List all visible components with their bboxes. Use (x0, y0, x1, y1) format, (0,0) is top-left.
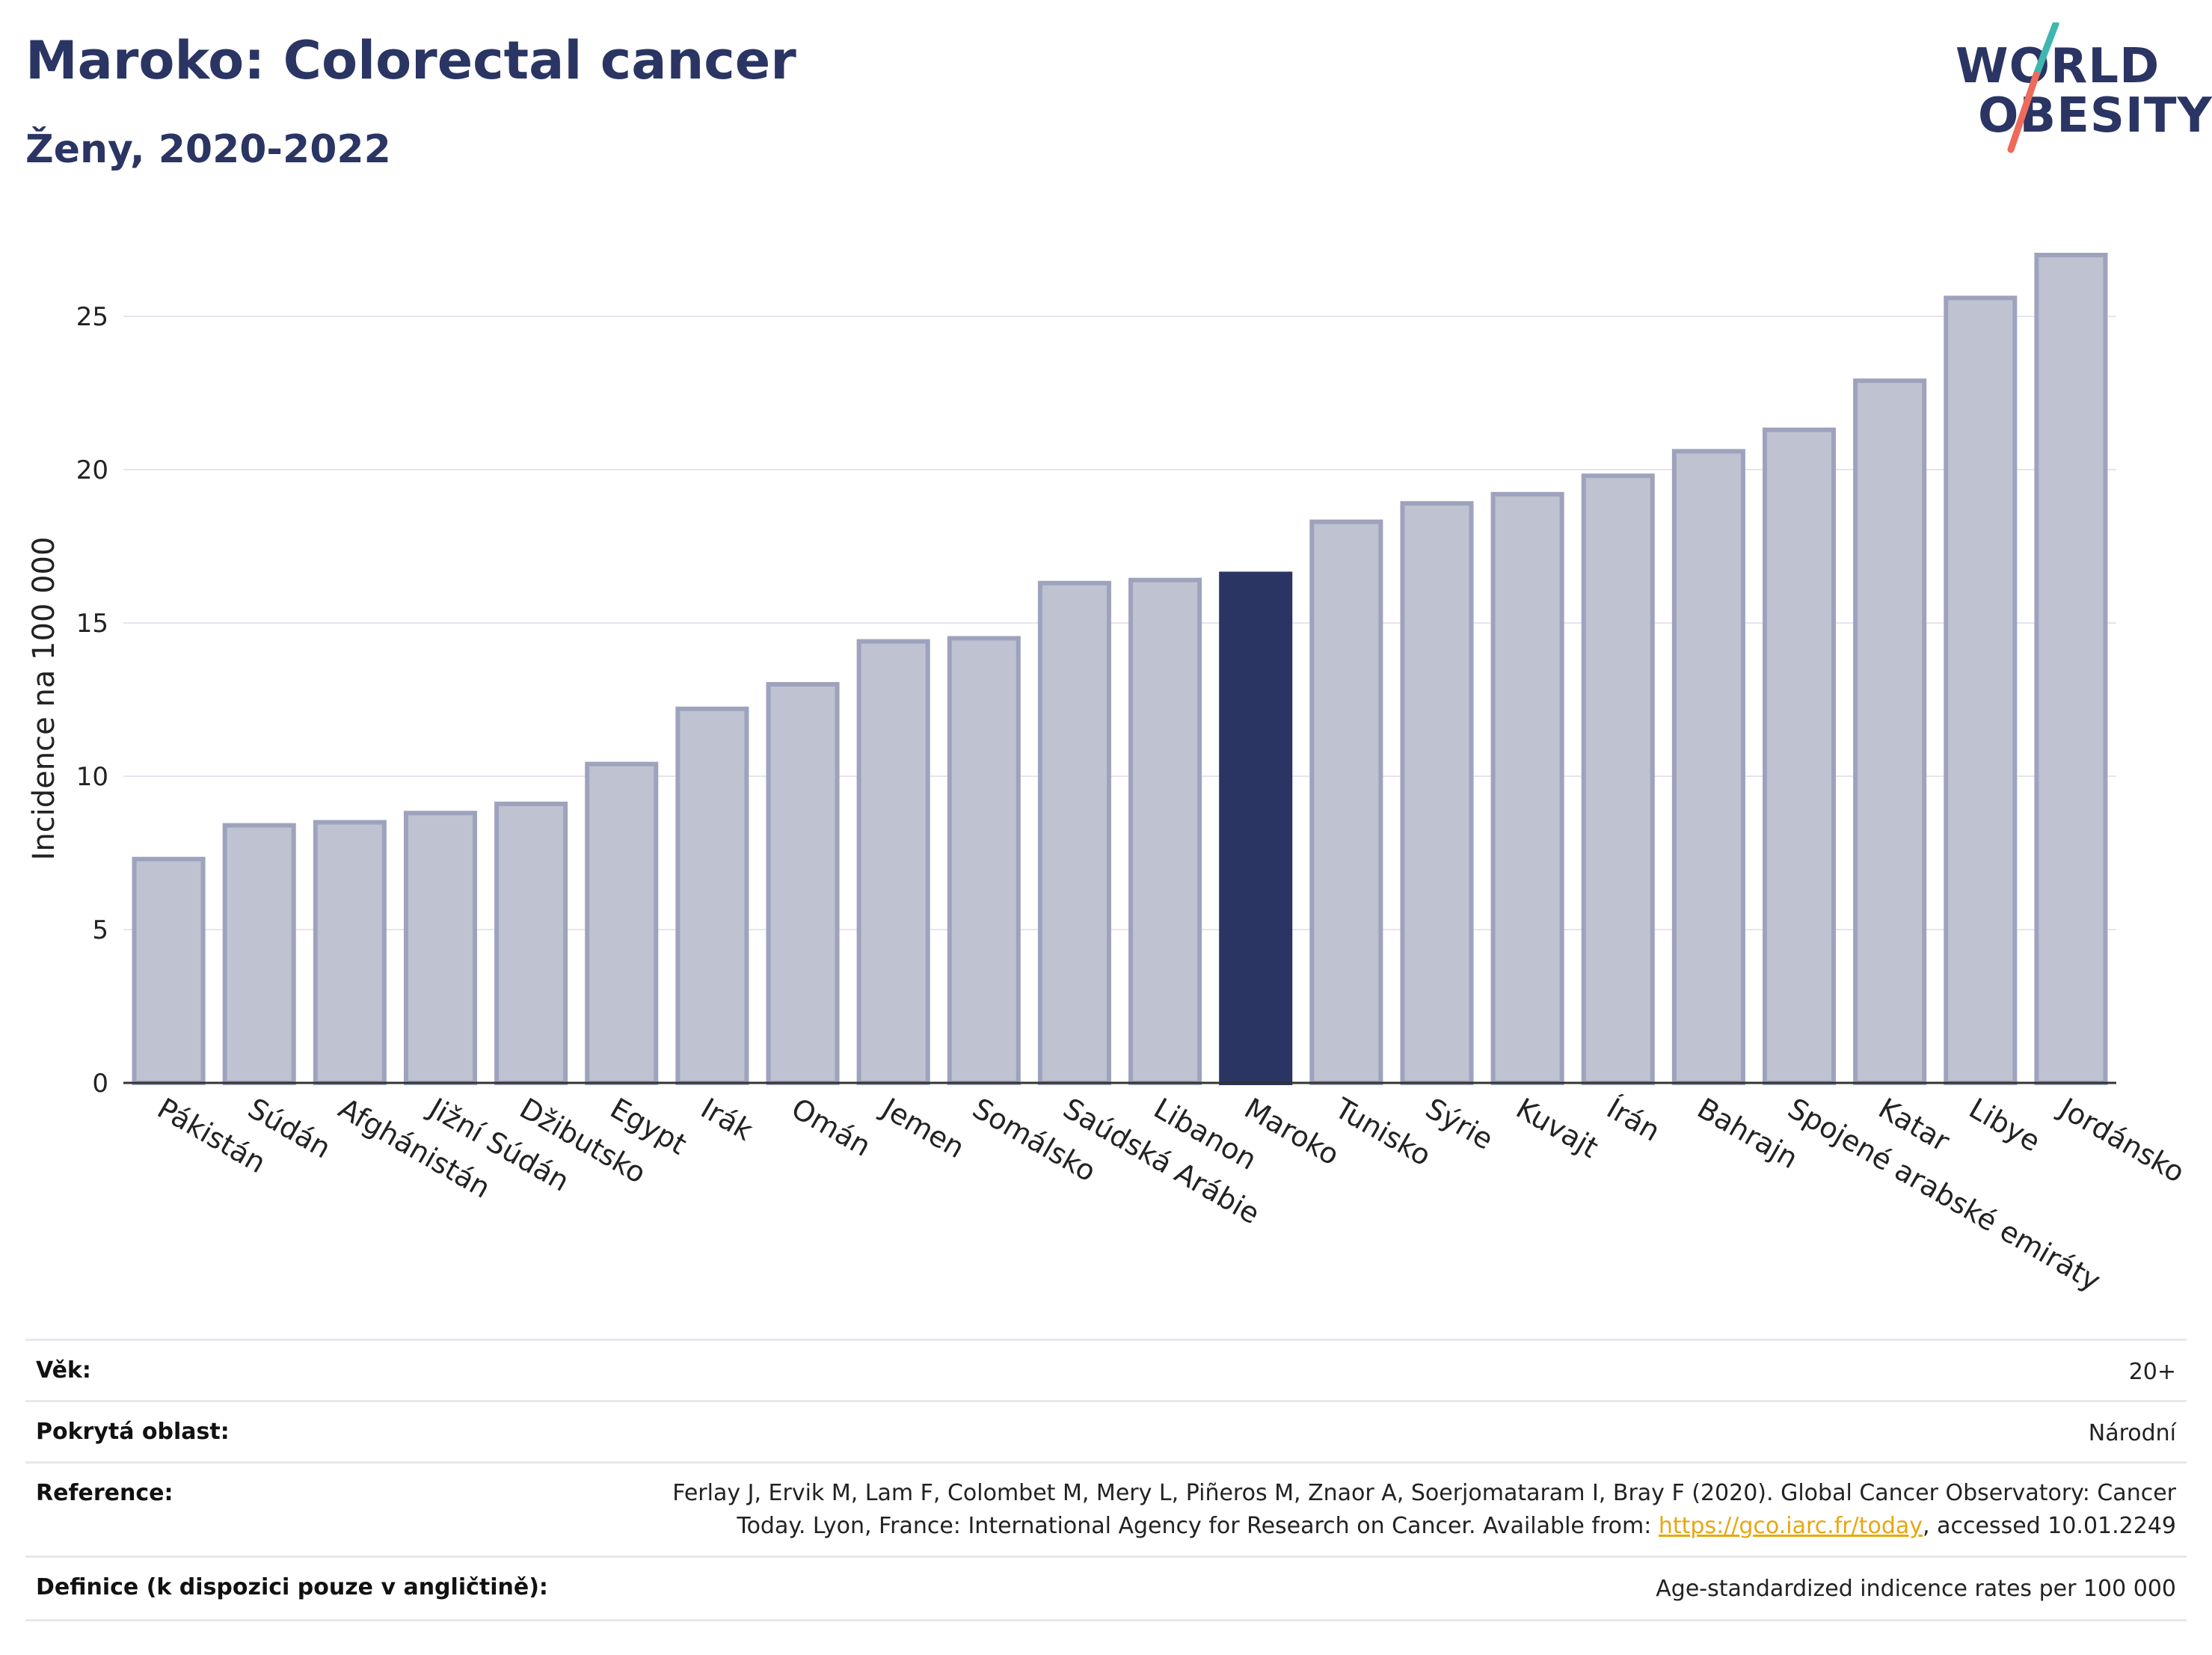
x-tick-label: Irák (695, 1092, 758, 1147)
y-tick-label: 10 (76, 762, 108, 792)
area-value: Národní (2088, 1420, 2176, 1446)
bar[interactable] (1944, 295, 2018, 1085)
meta-row-age: Věk: 20+ (25, 1339, 2187, 1402)
bar[interactable] (132, 856, 206, 1085)
x-tick-label: Jordánsko (2053, 1091, 2190, 1189)
world-obesity-logo: WORLD OBESITY (1956, 22, 2212, 157)
bar[interactable] (494, 801, 568, 1086)
bar[interactable] (1671, 449, 1745, 1085)
bar[interactable] (856, 639, 930, 1085)
logo-slash-icon (2007, 22, 2059, 153)
y-tick-label: 15 (76, 609, 108, 639)
bar[interactable] (1581, 473, 1655, 1085)
reference-label: Reference: (36, 1480, 173, 1506)
bar[interactable] (766, 682, 840, 1085)
meta-row-area: Pokrytá oblast: Národní (25, 1400, 2187, 1464)
reference-line-2-text: Today. Lyon, France: International Agenc… (737, 1513, 1659, 1539)
bar[interactable] (1037, 580, 1111, 1085)
y-tick-label: 5 (92, 915, 108, 945)
reference-link[interactable]: https://gco.iarc.fr/today (1658, 1513, 1923, 1539)
y-axis-label: Incidence na 100 000 (27, 537, 61, 861)
bar-chart: 0 5 10 15 20 25 PákistánSúdánAfghánistánJižní… (27, 253, 2190, 1298)
y-tick-label: 25 (76, 302, 108, 332)
bar[interactable] (403, 811, 478, 1085)
bar[interactable] (947, 636, 1021, 1085)
bar[interactable] (675, 706, 749, 1085)
bar[interactable] (1128, 577, 1202, 1085)
reference-value: Ferlay J, Ervik M, Lam F, Colombet M, Me… (381, 1477, 2176, 1543)
definition-value: Age-standardized indicence rates per 100… (1656, 1576, 2176, 1602)
x-tick-label: Írán (1601, 1092, 1665, 1148)
chart-title: Maroko: Colorectal cancer (25, 30, 796, 91)
y-tick-label: 0 (92, 1069, 108, 1099)
x-tick-label: Omán (786, 1092, 876, 1163)
definition-label: Definice (k dispozici pouze v angličtině… (36, 1574, 548, 1600)
x-tick-label: Libye (1964, 1092, 2046, 1158)
bar[interactable] (1762, 427, 1837, 1085)
x-tick-label: Afghánistán (333, 1092, 496, 1205)
bar[interactable] (222, 823, 296, 1085)
bar[interactable] (1853, 378, 1927, 1086)
logo-word-1: WORLD (1956, 39, 2160, 94)
bar[interactable] (1309, 519, 1383, 1085)
x-tick-label: Bahrajn (1692, 1092, 1803, 1176)
age-label: Věk: (36, 1357, 91, 1384)
bar[interactable] (2034, 253, 2108, 1085)
x-tick-label: Tunisko (1329, 1091, 1437, 1173)
bar[interactable] (1400, 501, 1474, 1085)
y-axis-ticks: 0 5 10 15 20 25 (76, 302, 108, 1099)
area-label: Pokrytá oblast: (36, 1419, 230, 1445)
bar[interactable] (1490, 491, 1564, 1085)
age-value: 20+ (2128, 1359, 2176, 1385)
reference-accessed: , accessed 10.01.2249 (1923, 1513, 2176, 1539)
meta-row-reference: Reference: Ferlay J, Ervik M, Lam F, Col… (25, 1461, 2187, 1558)
reference-line-1: Ferlay J, Ervik M, Lam F, Colombet M, Me… (672, 1480, 2176, 1506)
meta-row-definition: Definice (k dispozici pouze v angličtině… (25, 1556, 2187, 1621)
y-tick-label: 20 (76, 455, 108, 485)
bar[interactable] (313, 820, 387, 1085)
chart-subtitle: Ženy, 2020-2022 (25, 127, 391, 172)
bar[interactable] (585, 761, 659, 1085)
x-tick-label: Jemen (875, 1091, 970, 1165)
bar[interactable] (1219, 571, 1293, 1085)
bars (132, 253, 2108, 1086)
reference-line-2: Today. Lyon, France: International Agenc… (381, 1510, 2176, 1543)
x-tick-label: Kuvajt (1511, 1092, 1603, 1164)
